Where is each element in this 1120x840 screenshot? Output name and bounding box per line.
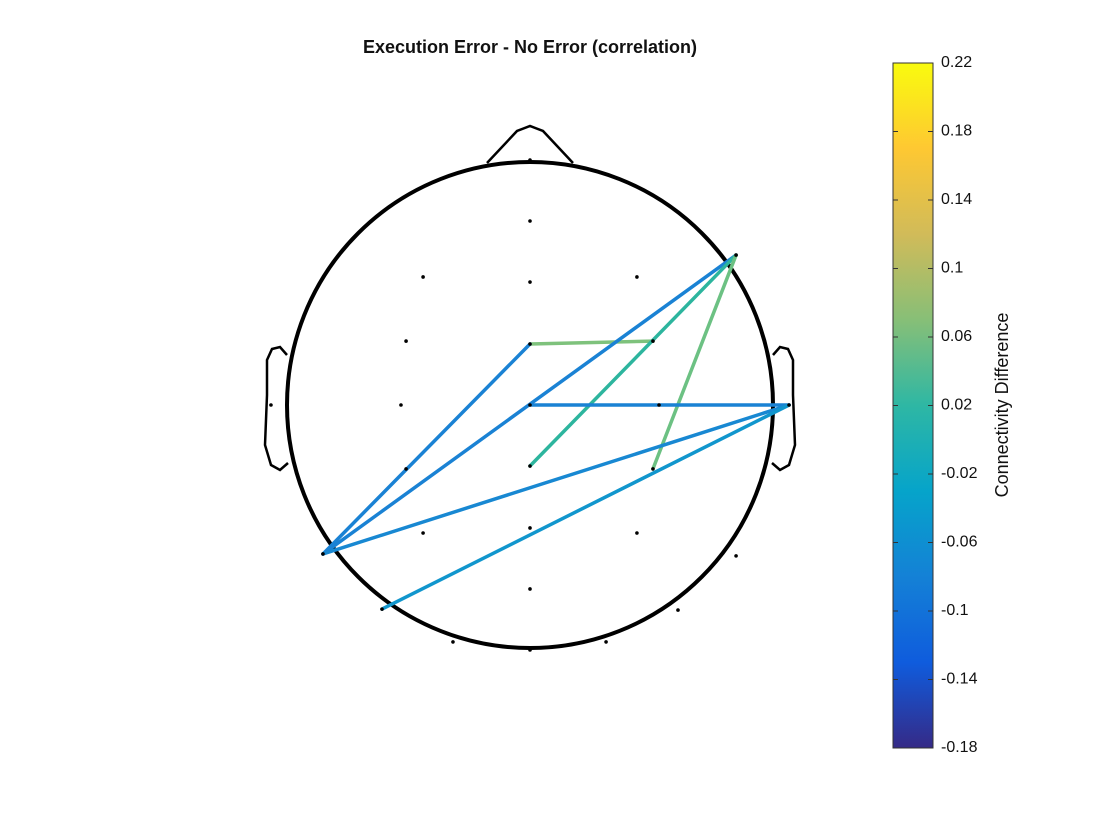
electrode xyxy=(528,219,532,223)
connection xyxy=(651,253,738,471)
electrode xyxy=(651,339,655,343)
electrode xyxy=(528,587,532,591)
electrode xyxy=(404,339,408,343)
connection xyxy=(321,342,532,556)
electrode xyxy=(676,608,680,612)
electrode xyxy=(269,403,273,407)
electrode xyxy=(635,531,639,535)
electrode xyxy=(321,552,325,556)
colorbar-tick-label: -0.1 xyxy=(941,602,969,619)
nose xyxy=(486,124,574,164)
left-ear xyxy=(263,345,289,472)
colorbar-tick-label: 0.1 xyxy=(941,260,963,277)
colorbar-tick-label: -0.14 xyxy=(941,671,978,688)
connection xyxy=(321,403,791,556)
colorbar-tick-label: 0.14 xyxy=(941,191,972,208)
electrode xyxy=(528,648,532,652)
electrode xyxy=(451,640,455,644)
electrode xyxy=(421,275,425,279)
electrode xyxy=(787,403,791,407)
electrode xyxy=(404,467,408,471)
connection xyxy=(528,253,738,468)
electrode xyxy=(421,531,425,535)
colorbar-tick-label: 0.18 xyxy=(941,123,972,140)
colorbar-tick-label: -0.02 xyxy=(941,465,978,482)
colorbar xyxy=(892,62,934,749)
electrode xyxy=(734,554,738,558)
electrode xyxy=(528,158,532,162)
chart-title: Execution Error - No Error (correlation) xyxy=(363,37,697,57)
electrode xyxy=(734,253,738,257)
colorbar-tick-label: -0.18 xyxy=(941,739,978,756)
electrode xyxy=(528,403,532,407)
electrode xyxy=(528,464,532,468)
electrode xyxy=(651,467,655,471)
colorbar-tick-label: 0.22 xyxy=(941,54,972,71)
colorbar-label: Connectivity Difference xyxy=(992,313,1012,498)
electrode xyxy=(399,403,403,407)
electrode xyxy=(380,607,384,611)
electrode xyxy=(635,275,639,279)
electrode xyxy=(657,403,661,407)
connection xyxy=(528,339,655,346)
head-outline xyxy=(263,124,797,650)
electrode xyxy=(528,342,532,346)
right-ear xyxy=(771,345,797,472)
colorbar-tick-label: -0.06 xyxy=(941,534,978,551)
electrode xyxy=(528,526,532,530)
connection xyxy=(380,403,791,611)
colorbar-tick-label: 0.06 xyxy=(941,328,972,345)
electrode xyxy=(604,640,608,644)
electrode xyxy=(528,280,532,284)
colorbar-tick-label: 0.02 xyxy=(941,397,972,414)
